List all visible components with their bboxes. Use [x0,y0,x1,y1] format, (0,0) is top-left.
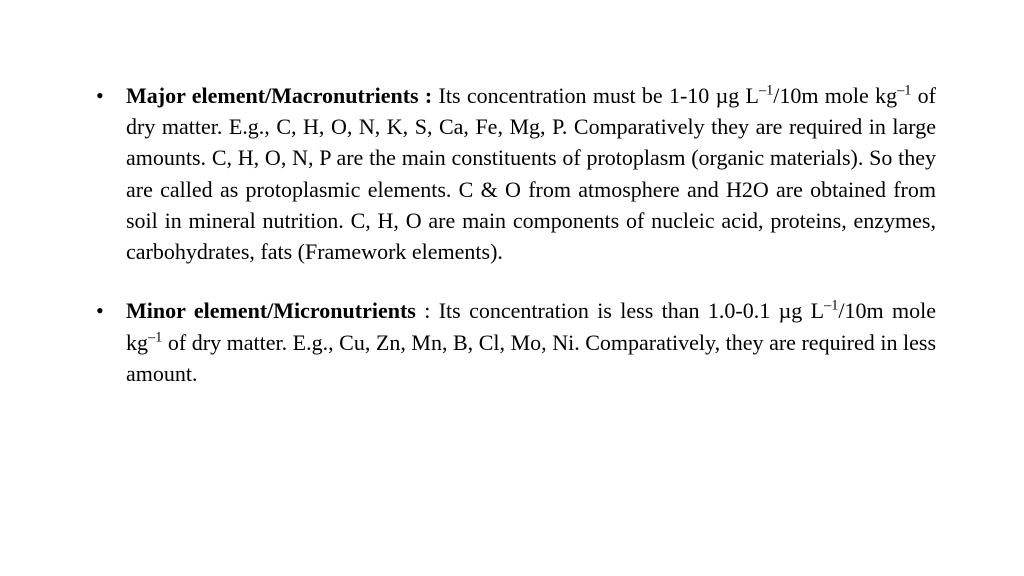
bullet-heading: Minor element/Micronutrients [126,298,424,323]
bullet-heading: Major element/Macronutrients : [126,83,439,108]
bullet-list: Major element/Macronutrients : Its conce… [88,80,936,389]
bullet-body: Its concentration must be 1-10 µg L–1/10… [126,83,936,264]
bullet-item-macronutrients: Major element/Macronutrients : Its conce… [88,80,936,267]
bullet-item-micronutrients: Minor element/Micronutrients : Its conce… [88,295,936,389]
